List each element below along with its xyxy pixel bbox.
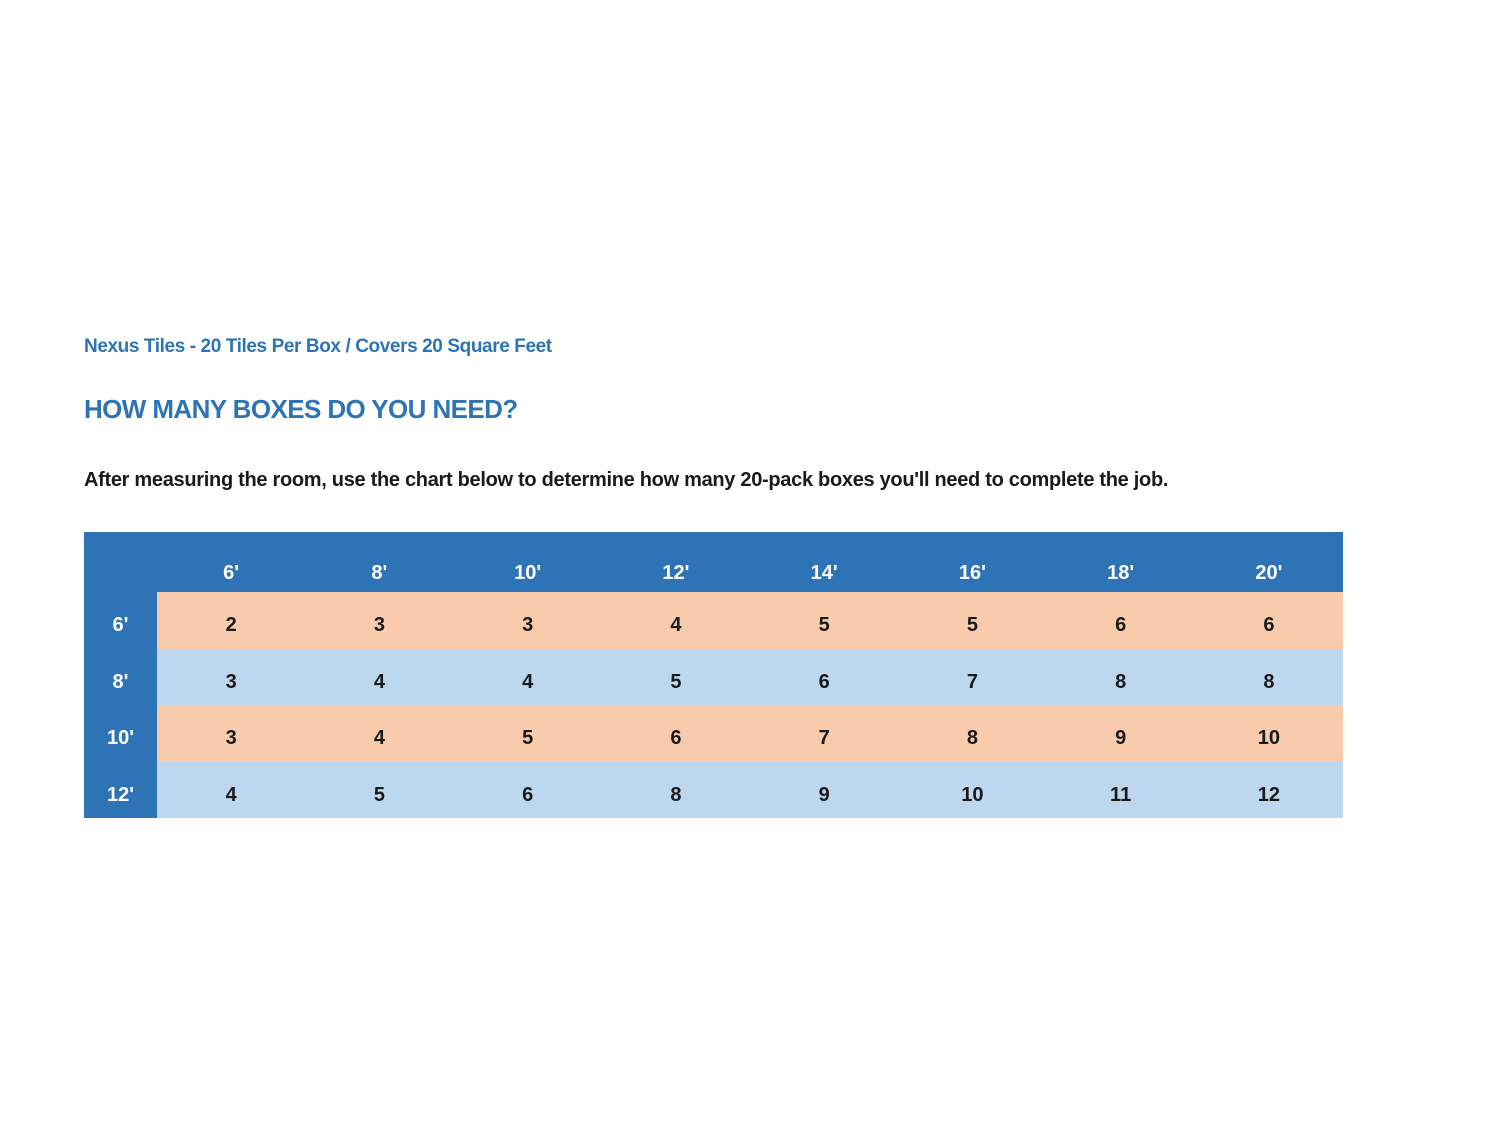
column-header: 12'	[601, 532, 750, 592]
table-cell: 6	[453, 761, 602, 818]
table-cell: 6	[601, 705, 750, 762]
row-header: 12'	[84, 761, 157, 818]
table-cell: 3	[157, 648, 306, 705]
column-header: 10'	[453, 532, 602, 592]
row-header: 8'	[84, 648, 157, 705]
instructions-text: After measuring the room, use the chart …	[84, 469, 1169, 491]
table-corner	[84, 532, 157, 592]
table-cell: 11	[1046, 761, 1195, 818]
table-cell: 2	[157, 592, 306, 649]
table-cell: 4	[157, 761, 306, 818]
table-cell: 3	[157, 705, 306, 762]
box-quantity-table: 6' 8' 10' 12' 14' 16' 18' 20' 6' 2 3 3 4…	[84, 532, 1343, 818]
product-subtitle: Nexus Tiles - 20 Tiles Per Box / Covers …	[84, 336, 552, 357]
table-cell: 6	[750, 648, 899, 705]
column-header: 20'	[1194, 532, 1343, 592]
table-cell: 5	[601, 648, 750, 705]
table-cell: 8	[898, 705, 1047, 762]
column-header: 16'	[898, 532, 1047, 592]
table-cell: 6	[1194, 592, 1343, 649]
row-header: 10'	[84, 705, 157, 762]
table-cell: 4	[601, 592, 750, 649]
table-cell: 8	[1194, 648, 1343, 705]
table-cell: 6	[1046, 592, 1195, 649]
table-cell: 10	[1194, 705, 1343, 762]
table-cell: 8	[1046, 648, 1195, 705]
table-cell: 4	[453, 648, 602, 705]
table-cell: 4	[305, 648, 454, 705]
table-cell: 7	[750, 705, 899, 762]
table-cell: 4	[305, 705, 454, 762]
table-cell: 5	[898, 592, 1047, 649]
table-cell: 5	[305, 761, 454, 818]
page-title: HOW MANY BOXES DO YOU NEED?	[84, 394, 518, 424]
table-cell: 5	[453, 705, 602, 762]
table-cell: 9	[1046, 705, 1195, 762]
column-header: 14'	[750, 532, 899, 592]
table-cell: 3	[305, 592, 454, 649]
column-header: 18'	[1046, 532, 1195, 592]
column-header: 8'	[305, 532, 454, 592]
column-header: 6'	[157, 532, 306, 592]
table-cell: 3	[453, 592, 602, 649]
table-cell: 8	[601, 761, 750, 818]
table-cell: 5	[750, 592, 899, 649]
table-cell: 9	[750, 761, 899, 818]
row-header: 6'	[84, 592, 157, 649]
table-cell: 7	[898, 648, 1047, 705]
table-cell: 10	[898, 761, 1047, 818]
table-cell: 12	[1194, 761, 1343, 818]
